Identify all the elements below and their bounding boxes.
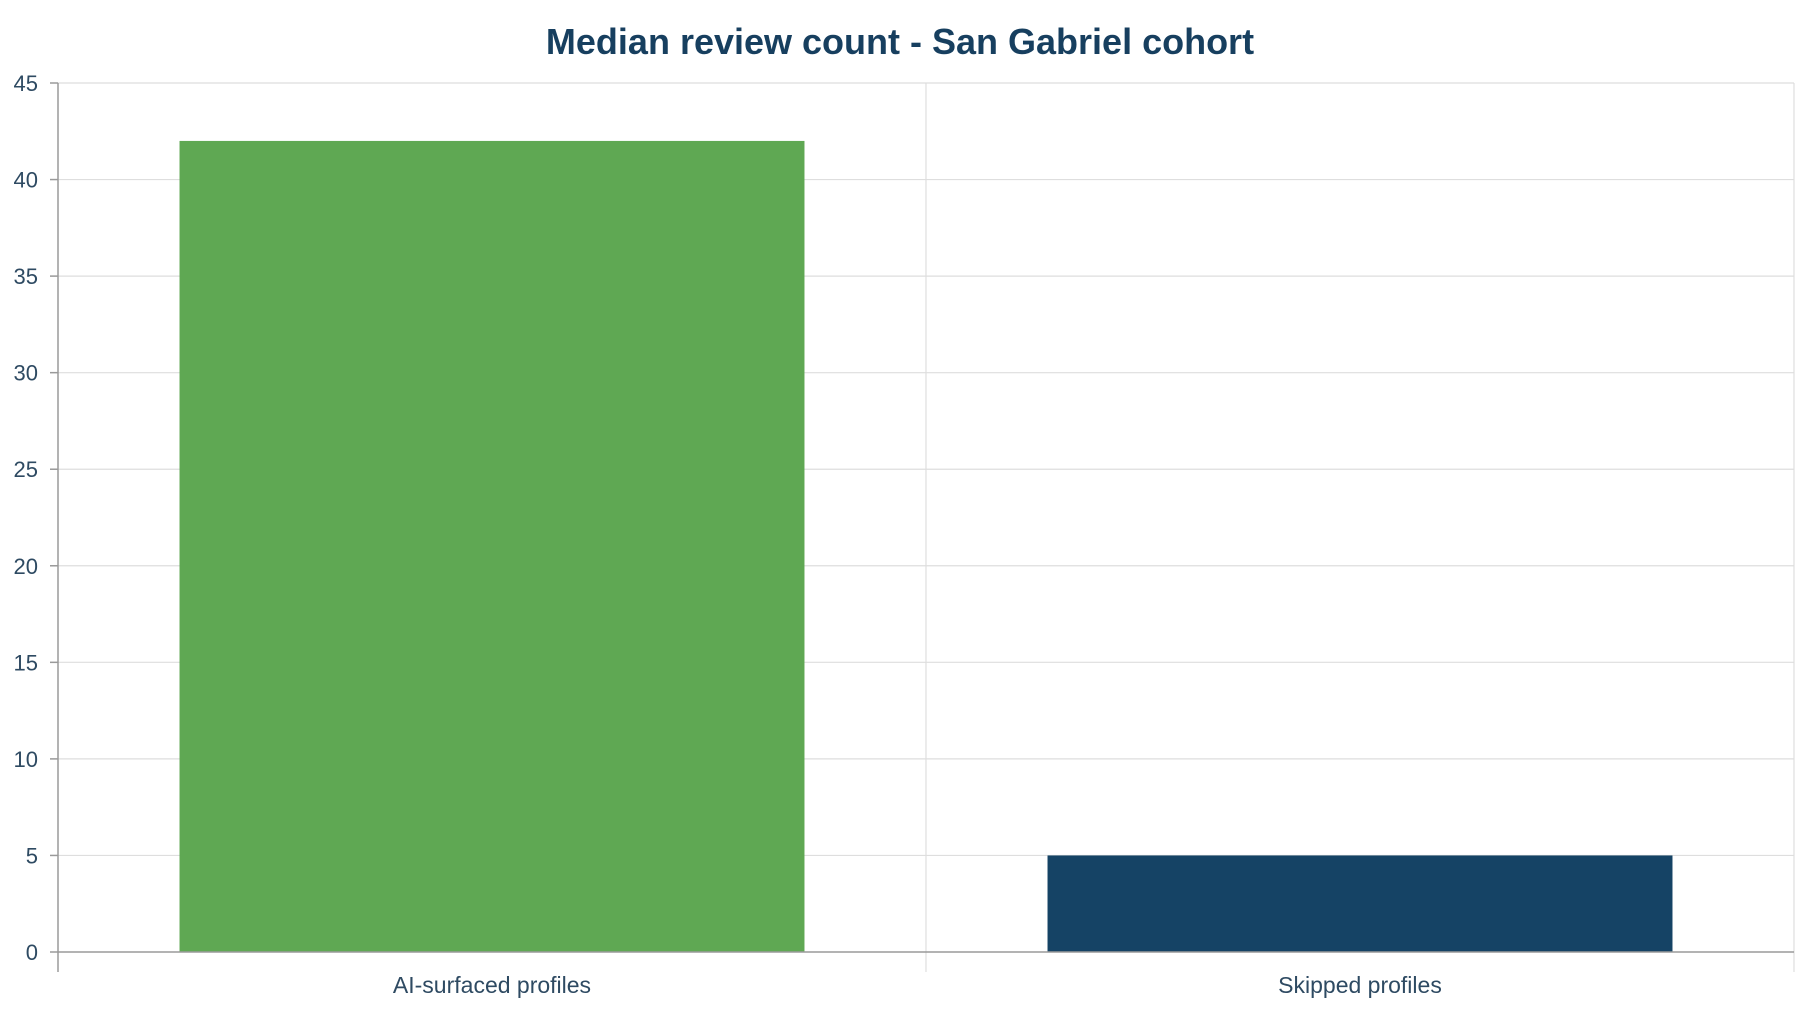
chart-title: Median review count - San Gabriel cohort: [546, 21, 1254, 62]
axes: [50, 82, 1794, 972]
x-category-label: AI-surfaced profiles: [393, 972, 591, 998]
y-tick-label: 40: [14, 168, 38, 193]
bar-skipped-profiles: [1047, 855, 1673, 952]
y-tick-label: 15: [14, 650, 38, 675]
y-tick-label: 35: [14, 264, 38, 289]
y-tick-label: 45: [14, 71, 38, 96]
y-tick-label: 30: [14, 361, 38, 386]
y-tick-label: 20: [14, 554, 38, 579]
y-tick-label: 0: [26, 940, 38, 965]
y-tick-labels: 0 5 10 15 20 25 30 35 40 45: [14, 71, 38, 965]
y-tick-label: 10: [14, 747, 38, 772]
x-category-label: Skipped profiles: [1278, 972, 1442, 998]
y-tick-label: 25: [14, 457, 38, 482]
bars: [179, 140, 1673, 952]
y-tick-label: 5: [26, 843, 38, 868]
bar-ai-surfaced-profiles: [179, 140, 805, 952]
x-category-labels: AI-surfaced profiles Skipped profiles: [393, 972, 1442, 998]
